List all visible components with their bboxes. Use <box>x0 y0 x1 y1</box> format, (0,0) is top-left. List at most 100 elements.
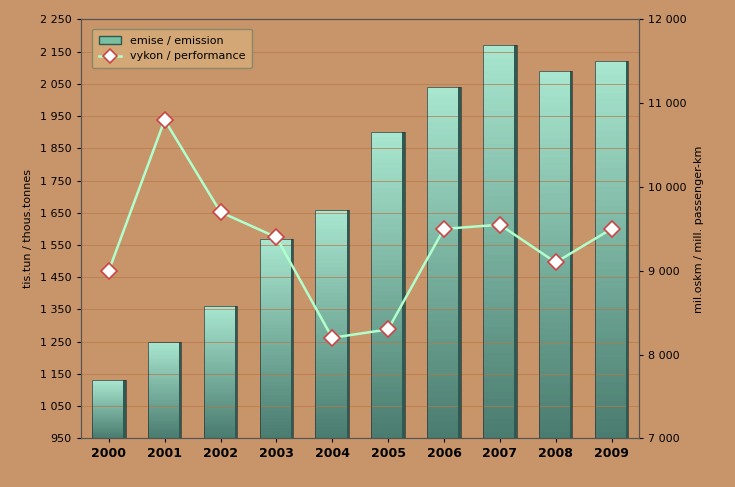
Bar <box>595 61 628 438</box>
Bar <box>204 353 237 355</box>
Bar <box>371 408 405 413</box>
Bar <box>483 189 517 196</box>
Bar <box>259 299 293 302</box>
Bar <box>315 255 349 259</box>
Bar <box>315 381 349 385</box>
Bar <box>92 405 126 406</box>
Bar <box>148 421 182 422</box>
Bar <box>427 87 461 438</box>
Bar <box>595 231 628 237</box>
Bar <box>483 229 517 235</box>
Bar <box>92 400 126 401</box>
Bar <box>371 393 405 397</box>
Bar <box>483 131 517 137</box>
Bar <box>427 304 461 310</box>
Bar <box>259 328 293 332</box>
Bar <box>371 331 405 337</box>
Bar <box>427 151 461 157</box>
Bar <box>92 414 126 415</box>
Bar <box>204 366 237 368</box>
Bar <box>148 406 182 408</box>
Bar <box>259 318 293 322</box>
Bar <box>371 204 405 209</box>
Bar <box>92 431 126 432</box>
Bar <box>259 325 293 328</box>
Bar <box>483 91 517 98</box>
Bar <box>427 368 461 374</box>
Bar <box>371 403 405 408</box>
Bar <box>371 234 405 239</box>
Bar <box>427 122 461 128</box>
Bar <box>92 422 126 423</box>
Bar <box>371 255 405 260</box>
Bar <box>204 379 237 381</box>
Bar <box>539 322 573 328</box>
Bar <box>483 169 517 176</box>
Bar <box>514 45 517 438</box>
Bar <box>595 269 628 275</box>
Bar <box>204 430 237 431</box>
Bar <box>595 181 628 187</box>
Bar <box>595 218 628 225</box>
Bar <box>148 401 182 403</box>
Bar <box>595 369 628 375</box>
Bar <box>427 333 461 339</box>
Bar <box>259 285 293 288</box>
Bar <box>92 427 126 428</box>
Bar <box>371 158 405 163</box>
Bar <box>371 219 405 224</box>
Bar <box>204 315 237 317</box>
Bar <box>259 418 293 422</box>
Bar <box>92 408 126 409</box>
Bar <box>259 288 293 292</box>
Bar <box>148 398 182 400</box>
Bar <box>483 124 517 131</box>
Bar <box>92 394 126 395</box>
Bar <box>371 239 405 244</box>
Bar <box>483 45 517 438</box>
Bar <box>92 415 126 416</box>
Bar <box>92 421 126 422</box>
Bar <box>259 335 293 338</box>
Bar <box>371 352 405 356</box>
Bar <box>148 435 182 437</box>
Bar <box>483 216 517 222</box>
Bar <box>148 393 182 395</box>
Bar <box>259 239 293 242</box>
Bar <box>92 428 126 429</box>
Bar <box>427 134 461 140</box>
Bar <box>427 163 461 169</box>
Bar <box>204 383 237 386</box>
Bar <box>427 87 461 93</box>
Bar <box>539 102 573 108</box>
Bar <box>92 436 126 437</box>
Bar <box>315 209 349 438</box>
Bar <box>204 388 237 390</box>
Bar <box>315 286 349 290</box>
Bar <box>315 225 349 228</box>
Bar <box>92 425 126 426</box>
Bar <box>427 292 461 298</box>
Bar <box>315 427 349 431</box>
Bar <box>371 152 405 158</box>
Bar <box>483 399 517 406</box>
Bar <box>148 366 182 367</box>
Bar <box>371 132 405 137</box>
Bar <box>539 212 573 218</box>
Bar <box>148 422 182 424</box>
Bar <box>539 157 573 163</box>
Bar <box>148 419 182 421</box>
Bar <box>539 303 573 310</box>
Bar <box>595 363 628 369</box>
Bar <box>371 418 405 423</box>
Bar <box>259 382 293 385</box>
Bar <box>204 392 237 394</box>
Bar <box>371 168 405 173</box>
Bar <box>204 423 237 425</box>
Bar <box>204 368 237 370</box>
Bar <box>595 61 628 68</box>
Bar <box>539 408 573 414</box>
Bar <box>148 432 182 433</box>
Bar <box>315 259 349 263</box>
Bar <box>204 403 237 405</box>
